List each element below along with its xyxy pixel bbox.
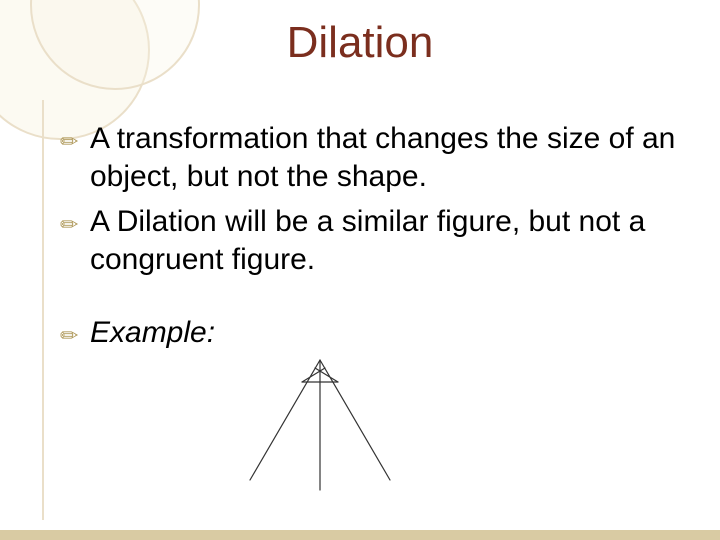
content-area: ✏ A transformation that changes the size… xyxy=(60,120,680,352)
decor-vertical-line xyxy=(42,100,44,520)
bullet-text: A Dilation will be a similar figure, but… xyxy=(90,205,645,276)
bullet-item: ✏ A transformation that changes the size… xyxy=(60,120,680,195)
example-label: Example: xyxy=(90,316,215,349)
page-title: Dilation xyxy=(0,18,720,68)
bullet-marker-icon: ✏ xyxy=(60,211,78,239)
bullet-item: ✏ A Dilation will be a similar figure, b… xyxy=(60,203,680,278)
dilation-diagram xyxy=(230,350,410,500)
example-row: ✏ Example: xyxy=(60,314,680,352)
decor-bottom-bar xyxy=(0,530,720,540)
bullet-marker-icon: ✏ xyxy=(60,322,78,350)
bullet-text: A transformation that changes the size o… xyxy=(90,122,675,193)
bullet-marker-icon: ✏ xyxy=(60,128,78,156)
